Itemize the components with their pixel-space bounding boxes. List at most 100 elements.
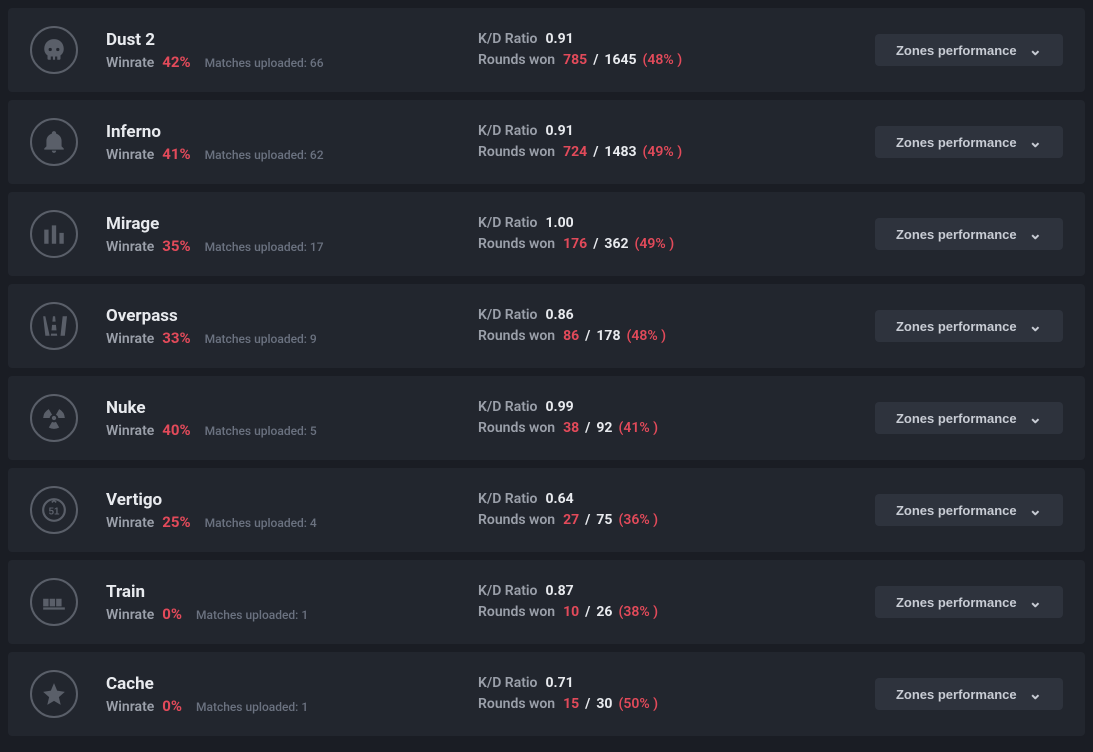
rounds-label: Rounds won <box>478 694 555 715</box>
rounds-separator: / <box>585 418 590 439</box>
rounds-label: Rounds won <box>478 510 555 531</box>
zones-button-label: Zones performance <box>896 503 1017 518</box>
rounds-label: Rounds won <box>478 234 555 255</box>
zones-button-label: Zones performance <box>896 687 1017 702</box>
zones-performance-button[interactable]: Zones performance ⌄ <box>875 494 1063 526</box>
winrate-value: 35% <box>162 237 190 255</box>
rounds-total-value: 92 <box>596 418 612 439</box>
rounds-label: Rounds won <box>478 418 555 439</box>
map-row-inferno: Inferno Winrate 41% Matches uploaded: 62… <box>8 100 1085 184</box>
winrate-value: 25% <box>162 513 190 531</box>
rounds-pct: (49% ) <box>643 142 683 163</box>
rounds-line: Rounds won 38 / 92 (41% ) <box>478 418 875 439</box>
rounds-separator: / <box>593 142 598 163</box>
rounds-line: Rounds won 10 / 26 (38% ) <box>478 602 875 623</box>
kd-value: 0.91 <box>545 29 573 50</box>
map-info: Mirage Winrate 35% Matches uploaded: 17 <box>106 214 478 255</box>
kd-line: K/D Ratio 0.99 <box>478 397 875 418</box>
button-column: Zones performance ⌄ <box>875 34 1063 66</box>
winrate-label: Winrate <box>106 239 154 255</box>
rounds-separator: / <box>585 694 590 715</box>
map-name: Dust 2 <box>106 30 478 50</box>
winrate-line: Winrate 40% Matches uploaded: 5 <box>106 420 478 439</box>
chevron-down-icon: ⌄ <box>1029 503 1042 519</box>
map-name: Vertigo <box>106 490 478 510</box>
kd-label: K/D Ratio <box>478 581 537 602</box>
zones-performance-button[interactable]: Zones performance ⌄ <box>875 402 1063 434</box>
rounds-pct: (48% ) <box>626 326 666 347</box>
kd-line: K/D Ratio 0.86 <box>478 305 875 326</box>
map-row-cache: Cache Winrate 0% Matches uploaded: 1 K/D… <box>8 652 1085 736</box>
map-row-vertigo: 51 Vertigo Winrate 25% Matches uploaded:… <box>8 468 1085 552</box>
map-name: Nuke <box>106 398 478 418</box>
chevron-down-icon: ⌄ <box>1029 227 1042 243</box>
rounds-separator: / <box>593 50 598 71</box>
zones-performance-button[interactable]: Zones performance ⌄ <box>875 678 1063 710</box>
map-row-overpass: Overpass Winrate 33% Matches uploaded: 9… <box>8 284 1085 368</box>
map-stats: K/D Ratio 0.99 Rounds won 38 / 92 (41% ) <box>478 397 875 439</box>
winrate-label: Winrate <box>106 515 154 531</box>
rounds-won-value: 785 <box>563 50 587 71</box>
rounds-pct: (36% ) <box>618 510 658 531</box>
matches-uploaded: Matches uploaded: 62 <box>205 148 324 162</box>
rounds-label: Rounds won <box>478 602 555 623</box>
zones-performance-button[interactable]: Zones performance ⌄ <box>875 126 1063 158</box>
rounds-pct: (48% ) <box>643 50 683 71</box>
rounds-won-value: 10 <box>563 602 579 623</box>
rounds-pct: (38% ) <box>618 602 658 623</box>
kd-line: K/D Ratio 0.71 <box>478 673 875 694</box>
kd-value: 0.99 <box>545 397 573 418</box>
rounds-pct: (49% ) <box>635 234 675 255</box>
kd-label: K/D Ratio <box>478 213 537 234</box>
winrate-value: 33% <box>162 329 190 347</box>
rounds-won-value: 27 <box>563 510 579 531</box>
winrate-label: Winrate <box>106 331 154 347</box>
kd-label: K/D Ratio <box>478 29 537 50</box>
rounds-total-value: 26 <box>596 602 612 623</box>
map-row-nuke: Nuke Winrate 40% Matches uploaded: 5 K/D… <box>8 376 1085 460</box>
map-stats: K/D Ratio 0.91 Rounds won 785 / 1645 (48… <box>478 29 875 71</box>
chevron-down-icon: ⌄ <box>1029 411 1042 427</box>
chevron-down-icon: ⌄ <box>1029 43 1042 59</box>
rounds-line: Rounds won 176 / 362 (49% ) <box>478 234 875 255</box>
rounds-total-value: 1483 <box>604 142 636 163</box>
winrate-label: Winrate <box>106 607 154 623</box>
button-column: Zones performance ⌄ <box>875 218 1063 250</box>
rounds-label: Rounds won <box>478 142 555 163</box>
map-stats: K/D Ratio 1.00 Rounds won 176 / 362 (49%… <box>478 213 875 255</box>
kd-line: K/D Ratio 0.87 <box>478 581 875 602</box>
zones-performance-button[interactable]: Zones performance ⌄ <box>875 34 1063 66</box>
zones-performance-button[interactable]: Zones performance ⌄ <box>875 218 1063 250</box>
train-icon <box>30 578 78 626</box>
kd-label: K/D Ratio <box>478 305 537 326</box>
winrate-line: Winrate 0% Matches uploaded: 1 <box>106 696 478 715</box>
map-stats: K/D Ratio 0.64 Rounds won 27 / 75 (36% ) <box>478 489 875 531</box>
kd-value: 0.64 <box>545 489 573 510</box>
winrate-label: Winrate <box>106 423 154 439</box>
overpass-icon <box>30 302 78 350</box>
rounds-label: Rounds won <box>478 50 555 71</box>
winrate-value: 41% <box>162 145 190 163</box>
map-name: Train <box>106 582 478 602</box>
kd-value: 1.00 <box>545 213 573 234</box>
winrate-line: Winrate 33% Matches uploaded: 9 <box>106 328 478 347</box>
map-info: Train Winrate 0% Matches uploaded: 1 <box>106 582 478 623</box>
map-stats: K/D Ratio 0.91 Rounds won 724 / 1483 (49… <box>478 121 875 163</box>
winrate-value: 42% <box>162 53 190 71</box>
zones-performance-button[interactable]: Zones performance ⌄ <box>875 586 1063 618</box>
map-info: Overpass Winrate 33% Matches uploaded: 9 <box>106 306 478 347</box>
rounds-total-value: 30 <box>596 694 612 715</box>
map-name: Mirage <box>106 214 478 234</box>
chevron-down-icon: ⌄ <box>1029 135 1042 151</box>
matches-uploaded: Matches uploaded: 5 <box>205 424 317 438</box>
rounds-separator: / <box>593 234 598 255</box>
rounds-won-value: 176 <box>563 234 587 255</box>
winrate-value: 0% <box>162 605 182 623</box>
zones-performance-button[interactable]: Zones performance ⌄ <box>875 310 1063 342</box>
cache-icon <box>30 670 78 718</box>
rounds-total-value: 1645 <box>604 50 636 71</box>
matches-uploaded: Matches uploaded: 1 <box>196 700 308 714</box>
rounds-line: Rounds won 27 / 75 (36% ) <box>478 510 875 531</box>
winrate-value: 40% <box>162 421 190 439</box>
button-column: Zones performance ⌄ <box>875 126 1063 158</box>
